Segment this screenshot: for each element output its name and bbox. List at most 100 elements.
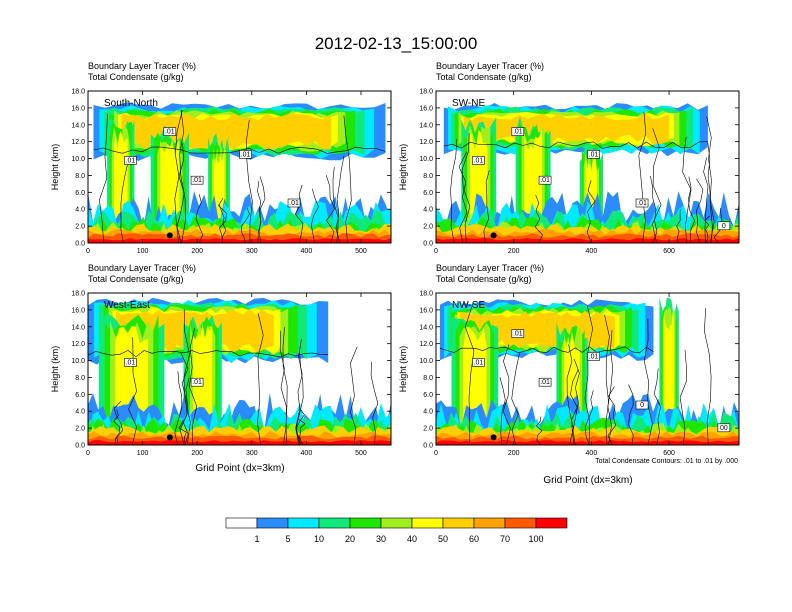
colorbar-swatch [442,517,475,529]
colorbar-swatch [349,517,382,529]
contour-label-box [538,175,552,185]
xtick-label: 0 [434,450,438,457]
tracer-field [436,293,739,445]
panel-title-line2: Total Condensate (g/kg) [88,274,184,284]
ytick-label: 10.0 [419,156,433,163]
contour-label: .01 [126,157,136,164]
ytick-label: 2.0 [423,224,433,231]
ytick-label: 16.0 [419,105,433,112]
condensate-contour [294,184,304,243]
xtick-label: 200 [191,450,203,457]
panel-sw-ne: .01.01.01.01.0100.02.04.06.08.010.012.01… [398,61,740,255]
condensate-contour [499,377,506,445]
condensate-contour [335,155,345,243]
condensate-contour [370,361,379,445]
contour-label-box [124,358,137,367]
boundary-layer-ribbon [88,440,391,445]
ytick-label: 12.0 [71,139,85,146]
condensate-contour [535,416,543,445]
condensate-contour [584,305,594,445]
ylabel: Height (km) [398,346,408,393]
ytick-label: 16.0 [71,307,85,314]
anvil-contour [88,350,329,358]
condensate-contour [195,194,204,243]
condensate-contour [586,180,596,243]
contour-label-box [717,221,731,231]
condensate-contour [295,350,304,445]
colorbar-swatch [225,517,258,529]
ytick-label: 4.0 [75,207,85,214]
condensate-contour [696,178,704,243]
panel-title-line1: Boundary Layer Tracer (%) [436,61,544,71]
location-marker [490,434,497,441]
ytick-label: 12.0 [419,341,433,348]
xlabel-bottom-left: Grid Point (dx=3km) [195,463,284,474]
ytick-label: 0.0 [423,443,433,450]
colorbar-label: 40 [407,534,417,544]
colorbar-label: 50 [438,534,448,544]
plot-frame [87,292,392,446]
condensate-contour [502,344,511,445]
plot-frame [435,90,740,244]
contour-label: .01 [637,200,647,207]
ytick-label: 12.0 [71,341,85,348]
xtick-label: 200 [508,450,520,457]
xtick-label: 300 [246,248,258,255]
ytick-label: 10.0 [71,358,85,365]
condensate-contour [464,303,475,445]
region-label: West-East [104,300,150,311]
condensate-contour [676,209,681,243]
condensate-contour [174,110,183,243]
xtick-label: 100 [137,248,149,255]
contour-label-box [635,400,649,410]
condensate-contour [534,194,543,243]
condensate-contour [332,167,339,243]
ytick-label: 18.0 [419,89,433,96]
condensate-contour [653,368,662,445]
ytick-label: 2.0 [423,426,433,433]
colorbar-label: 100 [528,534,543,544]
contour-label-box [472,156,485,165]
location-marker [490,232,497,239]
colorbar-label: 60 [469,534,479,544]
xtick-label: 300 [246,450,258,457]
ytick-label: 0.0 [75,241,85,248]
contour-label-box [717,423,731,433]
contour-label: .01 [165,129,175,136]
colorbar-swatch [287,517,320,529]
region-label: South-North [104,98,158,109]
colorbar-label: 10 [314,534,324,544]
contour-label: .01 [589,151,599,158]
condensate-contour [99,113,108,243]
ytick-label: 12.0 [419,139,433,146]
panel-nw-se: .01.01.01.010000.02.04.06.08.010.012.014… [398,263,740,457]
condensate-contour [174,371,183,445]
condensate-contour [296,408,305,445]
condensate-contour [113,400,123,445]
anvil-band [463,113,670,145]
ytick-label: 4.0 [75,409,85,416]
condensate-contour [279,330,287,445]
condensate-contour [179,109,186,243]
colorbar-swatch [535,517,568,529]
condensate-contour [704,215,710,243]
contour-label: .01 [192,379,202,386]
ytick-label: 8.0 [423,375,433,382]
colorbar: 1 5 10 20 30 40 50 60 70 100 [225,517,568,544]
contour-label-box [163,127,177,136]
condensate-contour [178,419,187,445]
condensate-contour [298,419,306,445]
contour-label-box [587,352,600,361]
colorbar-label: 20 [345,534,355,544]
condensate-contour [572,358,580,445]
ytick-label: 4.0 [423,409,433,416]
ytick-label: 18.0 [71,89,85,96]
ytick-label: 10.0 [419,358,433,365]
ytick-label: 14.0 [71,324,85,331]
condensate-contour [246,119,253,243]
contour-label: .01 [540,177,550,184]
colorbar-swatch [380,517,413,529]
condensate-contour [707,142,713,243]
colorbar-swatch [473,517,506,529]
